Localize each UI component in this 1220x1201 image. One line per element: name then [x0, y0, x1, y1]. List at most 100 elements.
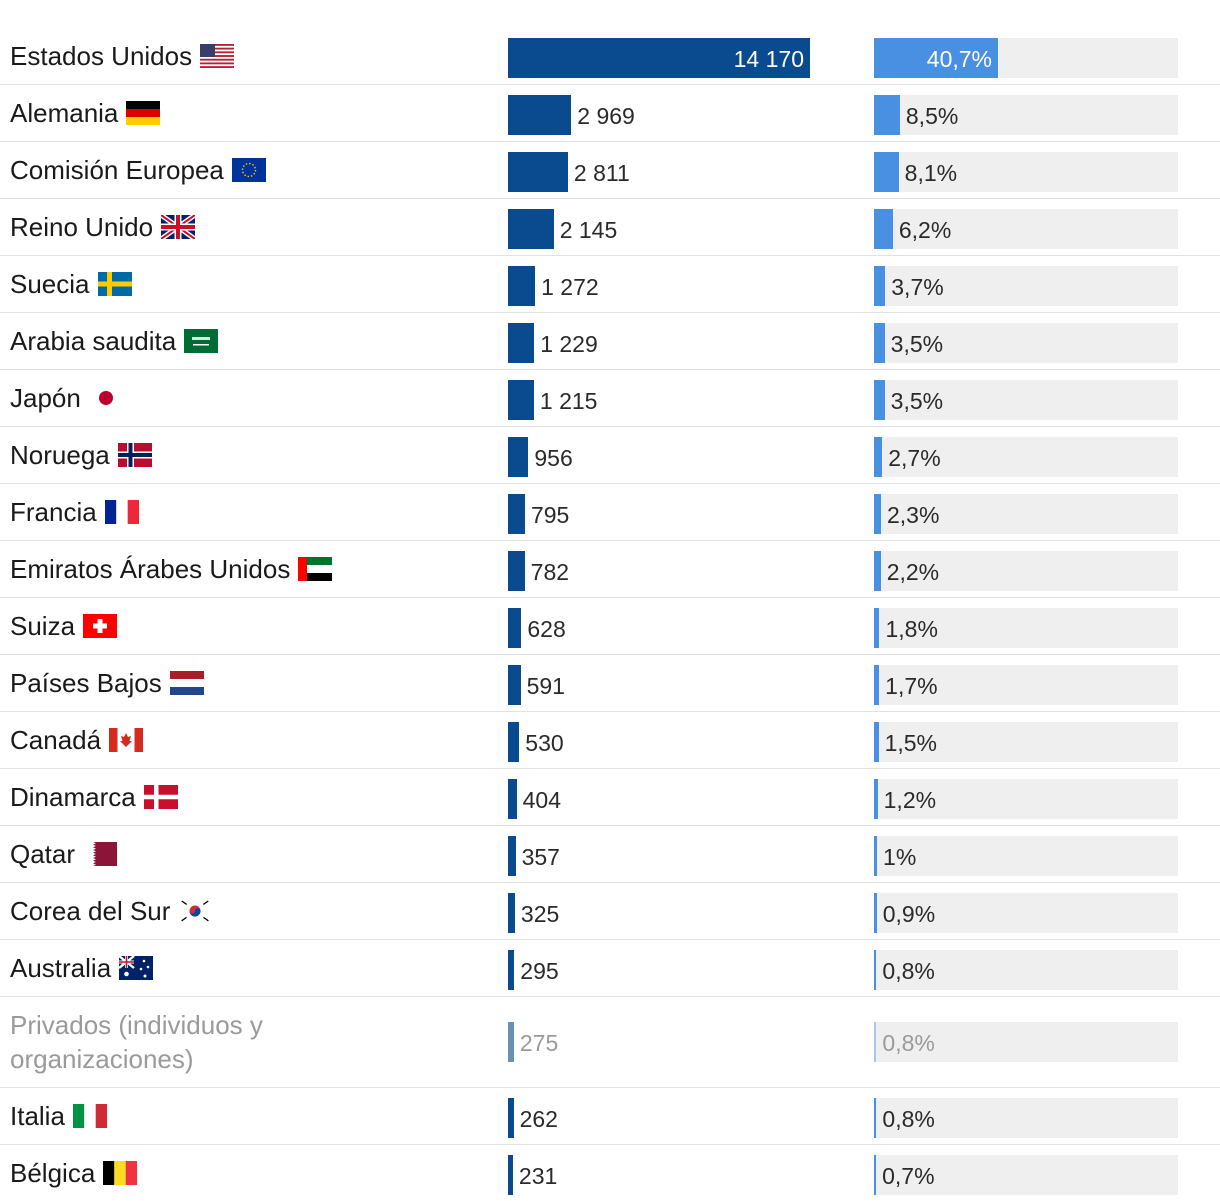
percent-bar [874, 209, 893, 249]
country-name: Suecia [10, 256, 132, 312]
percent-bar [874, 551, 881, 591]
value-bar [508, 779, 517, 819]
percent-label: 1,2% [883, 787, 937, 813]
percent-label: 1,8% [885, 616, 938, 642]
percent-bar [874, 380, 885, 420]
value-label: 1 272 [541, 274, 599, 300]
percent-track: 3,5% [874, 380, 1178, 420]
table-row: Suiza 628 1,8% [0, 598, 1220, 655]
country-label: Arabia saudita [10, 325, 177, 356]
country-label: Noruega [10, 439, 110, 470]
sa-flag-icon [184, 329, 219, 353]
it-flag-icon [72, 1104, 107, 1128]
country-name: Comisión Europea [10, 142, 266, 198]
country-name: Australia [10, 940, 154, 996]
table-row: Comisión Europea 2 811 8,1% [0, 142, 1220, 199]
value-bar [508, 836, 516, 876]
percent-track: 2,3% [874, 494, 1178, 534]
value-label: 1 229 [540, 331, 598, 357]
country-name: Corea del Sur [10, 883, 213, 939]
percent-bar [874, 152, 899, 192]
percent-label: 1,5% [884, 730, 937, 756]
value-bar [508, 437, 529, 477]
country-label: Alemania [10, 97, 119, 128]
country-name: Bélgica [10, 1145, 138, 1201]
percent-label: 0,7% [882, 1163, 935, 1189]
country-name: Noruega [10, 427, 152, 483]
percent-bar [874, 38, 998, 78]
country-label: Dinamarca [10, 781, 136, 812]
percent-track: 0,7% [874, 1155, 1178, 1195]
percent-track: 0,8% [874, 1098, 1178, 1138]
percent-label: 0,9% [882, 901, 936, 927]
country-name: Emiratos Árabes Unidos [10, 541, 333, 597]
table-row: Francia 795 2,3% [0, 484, 1220, 541]
value-label: 782 [530, 559, 570, 585]
country-label: Francia [10, 496, 97, 527]
value-bar [508, 38, 810, 78]
percent-label: 2,2% [886, 559, 940, 585]
value-bar [508, 95, 572, 135]
table-row: Emiratos Árabes Unidos 782 2,2% [0, 541, 1220, 598]
table-row: Arabia saudita 1 229 3,5% [0, 313, 1220, 370]
table-row: Estados Unidos 14 170 40,7% [0, 28, 1220, 85]
value-label: 357 [521, 844, 560, 870]
percent-label: 0,8% [882, 1030, 935, 1056]
percent-label: 2,3% [887, 502, 940, 528]
percent-track: 0,8% [874, 1022, 1178, 1062]
percent-bar [874, 608, 880, 648]
percent-label: 8,1% [904, 160, 958, 186]
kr-flag-icon [178, 899, 213, 923]
value-label: 295 [520, 958, 559, 984]
country-label: Australia [10, 952, 112, 983]
table-row: Italia 262 0,8% [0, 1088, 1220, 1145]
percent-label: 3,5% [890, 388, 944, 414]
value-bar [508, 209, 554, 249]
percent-bar [874, 266, 886, 306]
percent-track: 3,5% [874, 323, 1178, 363]
country-label: Reino Unido [10, 211, 154, 242]
percent-bar [874, 1022, 877, 1062]
country-name: Japón [10, 370, 123, 426]
percent-track: 6,2% [874, 209, 1178, 249]
value-bar [508, 323, 535, 363]
fr-flag-icon [104, 500, 139, 524]
donor-table: Estados Unidos 14 170 40,7% Alemania 2 969 8,… [0, 28, 1220, 1201]
value-label: 231 [518, 1163, 558, 1189]
country-name: Suiza [10, 598, 118, 654]
country-name: Arabia saudita [10, 313, 219, 369]
value-bar [508, 1022, 514, 1062]
nl-flag-icon [169, 671, 204, 695]
country-label: Corea del Sur [10, 895, 171, 926]
percent-bar [874, 1155, 877, 1195]
percent-label: 0,8% [882, 1106, 935, 1132]
percent-bar [874, 323, 885, 363]
percent-label: 3,7% [891, 274, 944, 300]
country-name: Privados (individuos y organizaciones) [10, 997, 310, 1087]
no-flag-icon [117, 443, 152, 467]
uk-flag-icon [161, 215, 196, 239]
percent-label: 3,5% [890, 331, 944, 357]
value-bar [508, 950, 515, 990]
value-label: 956 [534, 445, 573, 471]
country-label: Canadá [10, 724, 102, 755]
table-row: Japón 1 215 3,5% [0, 370, 1220, 427]
value-bar [508, 551, 525, 591]
percent-track: 3,7% [874, 266, 1178, 306]
percent-track: 8,1% [874, 152, 1178, 192]
percent-track: 1% [874, 836, 1178, 876]
country-label: Bélgica [10, 1157, 96, 1188]
percent-bar [874, 722, 879, 762]
percent-track: 0,9% [874, 893, 1178, 933]
percent-label: 0,8% [882, 958, 935, 984]
value-bar [508, 494, 525, 534]
country-name: Estados Unidos [10, 28, 235, 84]
value-label: 2 145 [559, 217, 618, 243]
percent-bar [874, 1098, 877, 1138]
country-label: Emiratos Árabes Unidos [10, 553, 291, 584]
table-row: Canadá 530 1,5% [0, 712, 1220, 769]
value-label: 325 [520, 901, 560, 927]
eu-flag-icon [231, 158, 266, 182]
table-row: Alemania 2 969 8,5% [0, 85, 1220, 142]
percent-bar [874, 836, 878, 876]
